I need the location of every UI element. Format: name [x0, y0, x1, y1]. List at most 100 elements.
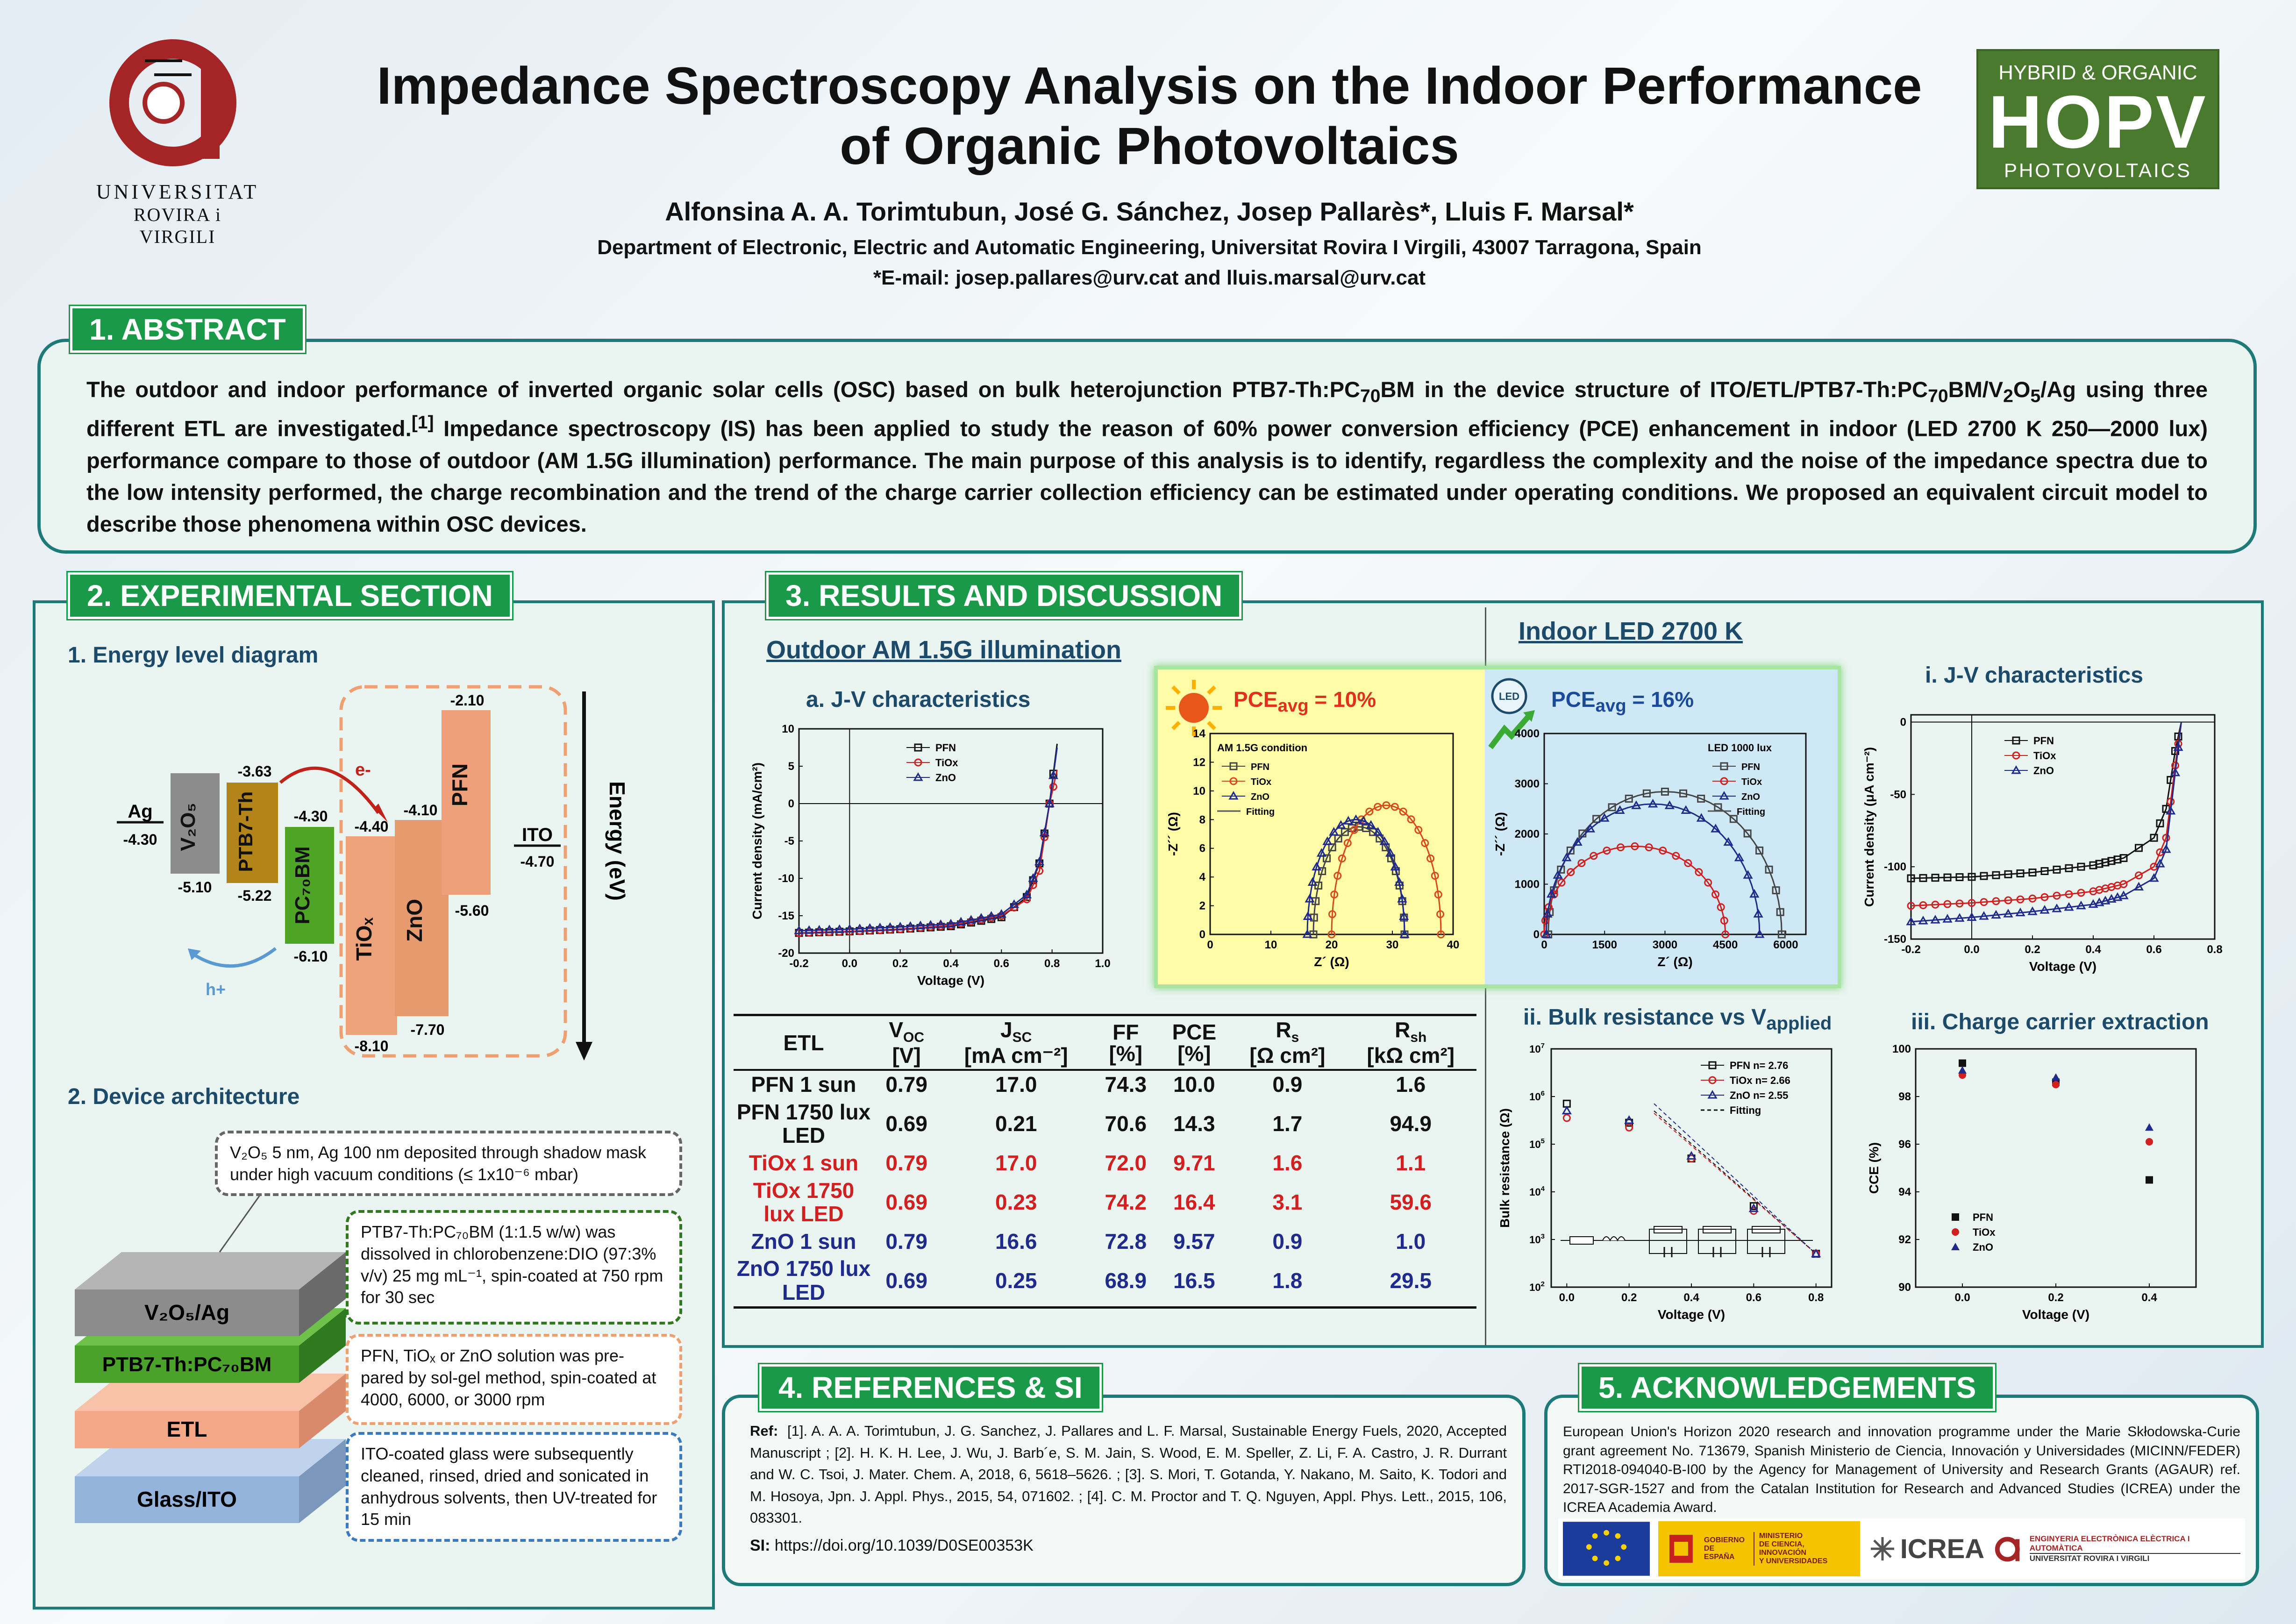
data-point: [1328, 910, 1336, 919]
data-point: [1034, 856, 1045, 866]
table-header-row: ETL VOC [V] JSC [mA cm⁻²] FF [%] PCE [%] Rs [Ω cm²…: [734, 1015, 1476, 1070]
data-point: [1603, 847, 1611, 855]
data-point: [1318, 867, 1326, 876]
ag-layer-top: [75, 1252, 346, 1289]
table-header-cell: FF [%]: [1109, 1019, 1143, 1066]
pcbm-label: PC₇₀BM: [291, 847, 314, 925]
y-tick-label: 90: [1898, 1281, 1911, 1294]
data-point: [1562, 1105, 1572, 1115]
table-cell: 0.25: [995, 1268, 1037, 1293]
table-cell: 16.5: [1173, 1268, 1215, 1293]
data-point: [1729, 815, 1738, 823]
data-point: [1679, 789, 1688, 798]
ptb-layer-side: [299, 1308, 346, 1383]
data-point: [1980, 872, 1988, 880]
x-tick-label: 0.8: [2207, 943, 2222, 956]
bulk-title-sub: applied: [1766, 1013, 1832, 1034]
data-point: [1697, 794, 1705, 803]
y-axis-label: -Z´´ (Ω): [1493, 812, 1507, 856]
y-tick-label: 106: [1529, 1090, 1545, 1103]
references-panel: [722, 1395, 1526, 1586]
data-point: [1390, 803, 1399, 811]
nyquist-condition: AM 1.5G condition: [1217, 742, 1307, 754]
data-point: [2135, 844, 2143, 852]
legend-marker: [914, 758, 922, 767]
gob-line2: DE ESPAÑA: [1704, 1545, 1735, 1561]
data-point: [1958, 1066, 1967, 1074]
fitting-legend-label: Fitting: [1730, 1104, 1761, 1116]
data-point: [1711, 824, 1721, 833]
table-header-cell: PCE [%]: [1172, 1019, 1217, 1066]
sponsor-logos: GOBIERNO DE ESPAÑA MINISTERIO DE CIENCIA, …: [1558, 1518, 2245, 1579]
data-point: [986, 911, 997, 920]
tiox-bottom: -8.10: [355, 1038, 389, 1054]
plot-frame: [1910, 714, 2216, 940]
data-point: [1329, 827, 1339, 836]
data-point: [915, 920, 926, 929]
data-point: [1754, 929, 1765, 938]
jv-title-i: i. J-V characteristics: [1925, 662, 2143, 688]
data-point: [1753, 909, 1763, 918]
data-point: [1720, 916, 1728, 925]
table-header-cell: Rsh [kΩ cm²]: [1367, 1018, 1455, 1068]
circuit-inductor: [1602, 1236, 1626, 1242]
y-tick-label: 94: [1898, 1186, 1911, 1198]
table-cell: 0.79: [885, 1072, 927, 1097]
y-axis-label: Current density (μA cm⁻²): [1862, 747, 1876, 907]
data-point: [1721, 930, 1730, 939]
pce-out-val: = 10%: [1308, 687, 1376, 712]
data-point: [1749, 1202, 1758, 1211]
layer-ito-label: Glass/ITO: [137, 1487, 237, 1511]
data-point: [1546, 889, 1557, 898]
y-tick-label: 4000: [1515, 727, 1540, 740]
min-line3: Y UNIVERSIDADES: [1759, 1557, 1828, 1565]
data-point: [905, 921, 915, 930]
y-tick-label: 3000: [1515, 778, 1540, 791]
data-point: [855, 923, 865, 933]
table-cell: 70.6: [1105, 1111, 1147, 1136]
data-point: [2150, 833, 2158, 842]
data-point: [1307, 877, 1318, 886]
data-point: [1316, 848, 1327, 857]
data-point: [1681, 805, 1691, 814]
data-point: [1717, 903, 1725, 912]
y-axis-label: Current density (mA/cm²): [750, 762, 764, 919]
data-point: [2156, 819, 2164, 827]
pce-in-sub: avg: [1595, 696, 1626, 716]
table-header-cell: ETL: [783, 1030, 824, 1055]
ref-body: [1]. A. A. A. Torimtubun, J. G. Sanchez,…: [750, 1423, 1507, 1526]
bulk-resistance-chart: 0.0 0.2 0.4 0.6 0.8 102 103 104 105 106 107 Voltage…: [1497, 1042, 1833, 1322]
ito-value: -4.70: [521, 853, 555, 870]
legend-label: TiOx: [2033, 750, 2056, 762]
univ-line2: ROVIRA i VIRGILI: [133, 204, 222, 247]
bulk-title-text: ii. Bulk resistance vs V: [1523, 1005, 1767, 1030]
table-cell: 17.0: [995, 1150, 1037, 1175]
univ-line1: UNIVERSITAT: [96, 180, 259, 203]
legend-label: ZnO n= 2.55: [1730, 1090, 1788, 1101]
jv-outdoor-chart: -0.2 0.0 0.2 0.4 0.6 0.8 1.0 10 5 0 -5 -10 -15 -20 Vol…: [750, 723, 1111, 988]
si-link[interactable]: https://doi.org/10.1039/D0SE00353K: [774, 1536, 1034, 1554]
authors: Alfonsina A. A. Torimtubun, José G. Sánc…: [665, 197, 1634, 226]
data-point: [1943, 900, 1952, 908]
table-cell: 0.79: [885, 1150, 927, 1175]
data-point: [1659, 847, 1667, 855]
y-tick-label: 14: [1193, 727, 1205, 740]
data-point: [1772, 886, 1780, 895]
x-tick-label: 0.4: [2141, 1291, 2157, 1304]
data-point: [1049, 783, 1057, 791]
x-tick-label: 1.0: [1095, 957, 1110, 970]
x-tick-label: 30: [1386, 939, 1399, 951]
data-point: [1599, 813, 1610, 822]
data-point: [1980, 898, 1988, 906]
x-tick-label: 0: [1207, 939, 1213, 951]
data-point: [794, 925, 804, 934]
data-point: [1648, 798, 1658, 808]
y-tick-label: 104: [1529, 1185, 1545, 1198]
led-bulb-icon: LED: [1488, 678, 1535, 749]
legend-marker: [1707, 1090, 1718, 1099]
table-cell: ZnO 1 sun: [751, 1229, 856, 1254]
x-tick-label: 0: [1541, 939, 1547, 951]
legend-label: PFN: [1741, 762, 1760, 772]
jv-indoor-chart: -0.2 0.0 0.2 0.4 0.6 0.8 0 -50 -100 -150 Voltage (…: [1862, 714, 2223, 974]
data-point: [1312, 862, 1322, 871]
